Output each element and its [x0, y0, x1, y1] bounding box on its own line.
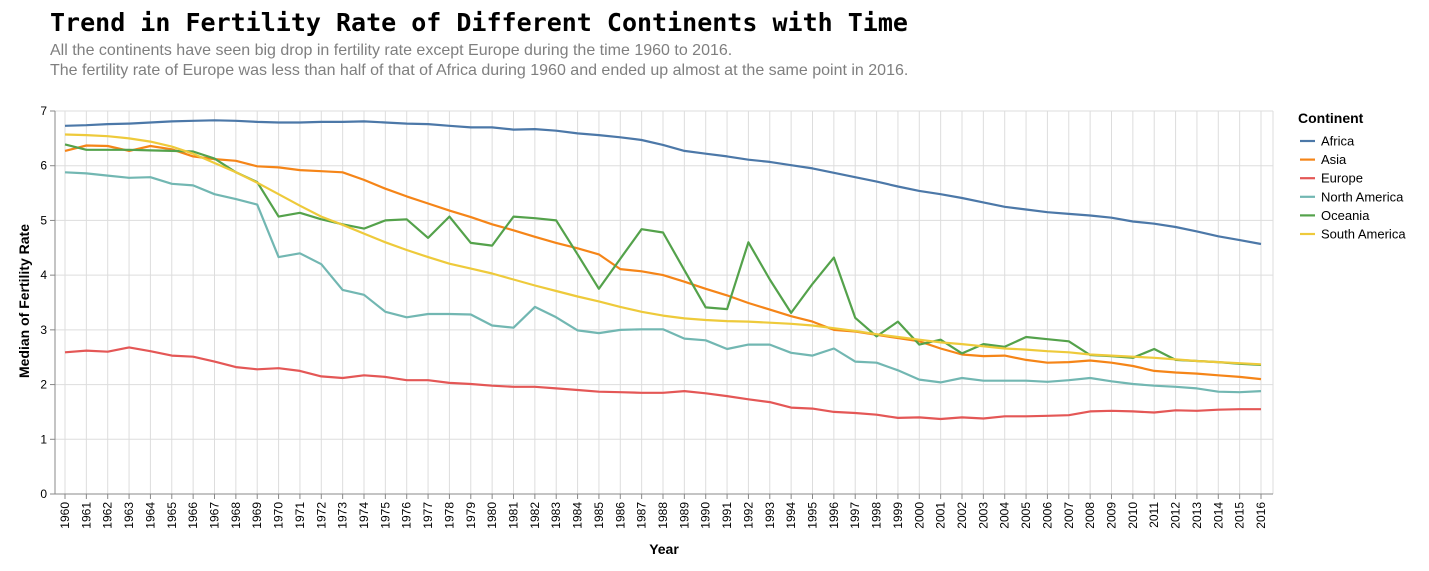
- x-tick-label: 1969: [250, 502, 264, 529]
- x-tick-label: 1994: [784, 502, 798, 529]
- x-tick-label: 1979: [464, 502, 478, 529]
- series-line-europe: [64, 346, 1261, 421]
- x-tick-label: 1984: [571, 502, 585, 529]
- x-tick-label: 1985: [592, 502, 606, 529]
- x-tick-label: 1989: [677, 502, 691, 529]
- x-tick-label: 2013: [1190, 502, 1204, 529]
- x-tick-label: 1990: [699, 502, 713, 529]
- x-axis: 1960 1961 1962 1963 1964 1965 1966 1967 1968 1969…: [55, 493, 1273, 529]
- series-line-africa: [64, 119, 1262, 246]
- x-tick-label: 2005: [1019, 502, 1033, 529]
- y-tick-label: 6: [40, 159, 47, 173]
- chart-subtitle-line-1: All the continents have seen big drop in…: [50, 42, 733, 59]
- x-tick-label: 2000: [912, 502, 926, 529]
- x-tick-label: 1982: [528, 502, 542, 529]
- series-lines: [64, 119, 1262, 421]
- y-tick-label: 2: [40, 378, 47, 392]
- x-tick-label: 1963: [122, 502, 136, 529]
- x-axis-title: Year: [649, 541, 679, 557]
- legend-label-asia: Asia: [1321, 152, 1347, 167]
- series-line-south-america: [64, 133, 1262, 366]
- x-tick-label: 1999: [891, 502, 905, 529]
- legend-label-north-america: North America: [1321, 189, 1404, 204]
- x-tick-label: 1986: [613, 502, 627, 529]
- x-tick-label: 2002: [955, 502, 969, 529]
- x-tick-label: 2001: [934, 502, 948, 529]
- x-tick-label: 1974: [357, 502, 371, 529]
- x-tick-label: 1996: [827, 502, 841, 529]
- series-line-asia: [64, 144, 1262, 381]
- x-tick-label: 1961: [79, 502, 93, 529]
- y-axis: 0 1 2 3 4 5 6 7: [40, 104, 56, 501]
- y-tick-label: 7: [40, 104, 47, 118]
- legend-label-europe: Europe: [1321, 171, 1363, 186]
- x-tick-label: 2015: [1233, 502, 1247, 529]
- series-line-north-america: [64, 171, 1262, 394]
- x-tick-label: 1997: [848, 502, 862, 529]
- legend-label-south-america: South America: [1321, 227, 1406, 242]
- y-tick-label: 5: [40, 213, 47, 227]
- x-tick-label: 1968: [229, 502, 243, 529]
- x-tick-label: 1975: [378, 502, 392, 529]
- x-tick-label: 1972: [314, 502, 328, 529]
- x-tick-label: 1964: [143, 502, 157, 529]
- x-tick-label: 1973: [336, 502, 350, 529]
- x-tick-label: 1993: [763, 502, 777, 529]
- x-tick-label: 2011: [1147, 502, 1161, 528]
- x-tick-label: 1991: [720, 502, 734, 529]
- legend-title: Continent: [1298, 110, 1364, 126]
- x-tick-label: 2010: [1126, 502, 1140, 529]
- x-tick-label: 1962: [101, 502, 115, 529]
- x-tick-label: 2003: [976, 502, 990, 529]
- x-tick-label: 1967: [208, 502, 222, 529]
- x-tick-label: 1987: [635, 502, 649, 529]
- x-tick-label: 1971: [293, 502, 307, 529]
- x-tick-label: 1978: [442, 502, 456, 529]
- legend: Continent Africa Asia Europe North America O…: [1298, 110, 1406, 242]
- series-line-oceania: [64, 143, 1262, 366]
- legend-label-africa: Africa: [1321, 134, 1355, 149]
- y-tick-label: 0: [40, 487, 47, 501]
- x-tick-label: 1995: [806, 502, 820, 529]
- x-tick-label: 2012: [1169, 502, 1183, 529]
- x-tick-label: 2014: [1211, 502, 1225, 529]
- chart-title: Trend in Fertility Rate of Different Con…: [50, 8, 908, 37]
- x-tick-label: 1965: [165, 502, 179, 529]
- x-tick-label: 2008: [1083, 502, 1097, 529]
- x-tick-label: 2009: [1105, 502, 1119, 529]
- x-tick-label: 1960: [58, 502, 72, 529]
- x-tick-label: 1998: [870, 502, 884, 529]
- x-tick-label: 1983: [549, 502, 563, 529]
- x-tick-label: 1977: [421, 502, 435, 529]
- grid-lines: [55, 110, 1274, 495]
- x-tick-label: 2016: [1254, 502, 1268, 529]
- x-tick-label: 1980: [485, 502, 499, 529]
- x-tick-label: 1966: [186, 502, 200, 529]
- y-tick-label: 1: [40, 432, 47, 446]
- x-tick-label: 2006: [1040, 502, 1054, 529]
- x-tick-label: 2004: [998, 502, 1012, 529]
- x-tick-label: 1981: [507, 502, 521, 529]
- x-tick-label: 1970: [272, 502, 286, 529]
- legend-label-oceania: Oceania: [1321, 208, 1370, 223]
- y-tick-label: 3: [40, 323, 47, 337]
- x-tick-label: 2007: [1062, 502, 1076, 529]
- y-axis-title: Median of Fertility Rate: [16, 224, 32, 378]
- x-tick-label: 1988: [656, 502, 670, 529]
- y-tick-label: 4: [40, 268, 47, 282]
- chart-subtitle-line-2: The fertility rate of Europe was less th…: [50, 62, 909, 79]
- x-tick-label: 1992: [741, 502, 755, 529]
- x-tick-label: 1976: [400, 502, 414, 529]
